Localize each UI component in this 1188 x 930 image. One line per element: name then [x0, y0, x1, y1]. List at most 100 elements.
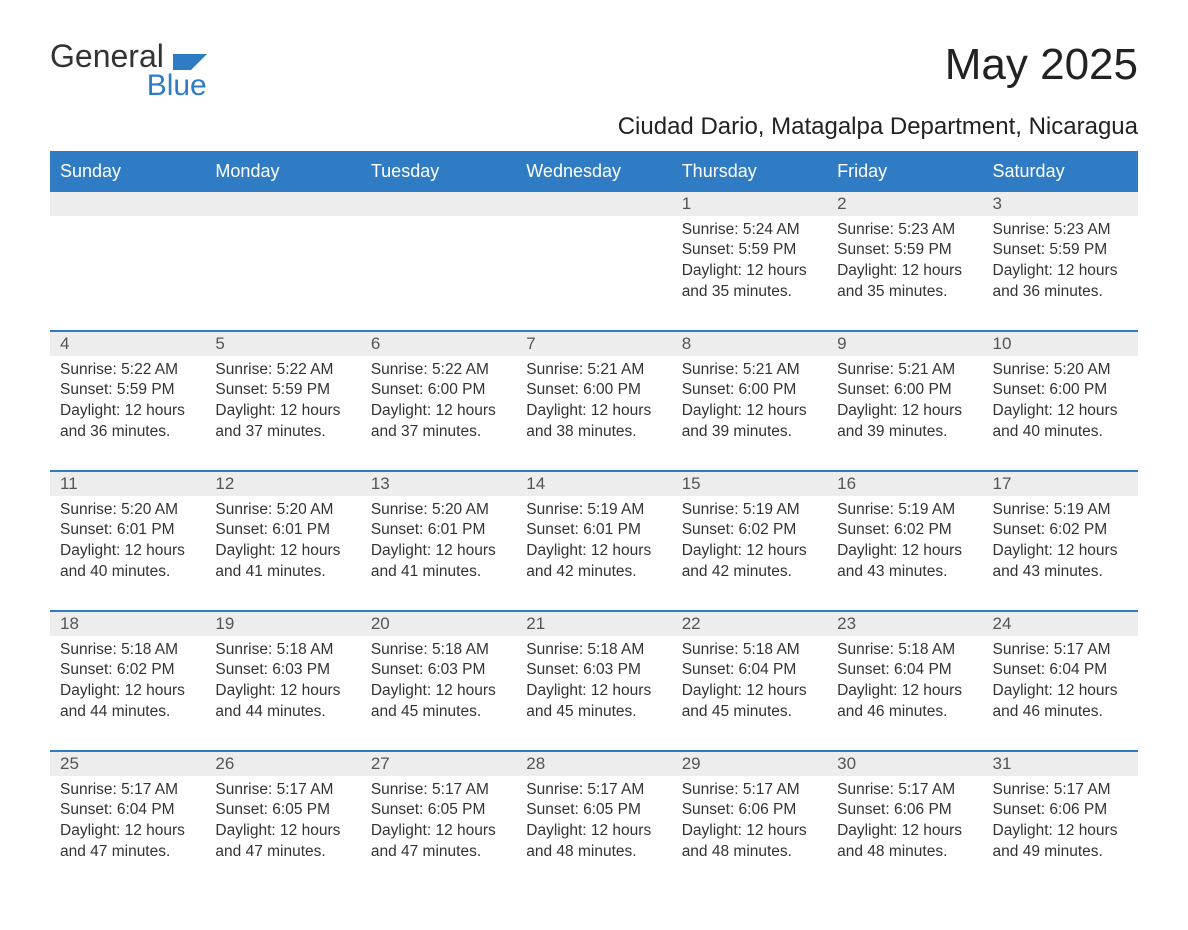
- day-number: 1: [672, 190, 827, 216]
- calendar-table: SundayMondayTuesdayWednesdayThursdayFrid…: [50, 151, 1138, 890]
- day-data: Sunrise: 5:22 AMSunset: 6:00 PMDaylight:…: [361, 356, 516, 452]
- calendar-cell: 18Sunrise: 5:18 AMSunset: 6:02 PMDayligh…: [50, 610, 205, 750]
- day-data: Sunrise: 5:18 AMSunset: 6:03 PMDaylight:…: [516, 636, 671, 732]
- weekday-header: Thursday: [672, 152, 827, 190]
- day-data: Sunrise: 5:22 AMSunset: 5:59 PMDaylight:…: [50, 356, 205, 452]
- day-number: 16: [827, 470, 982, 496]
- day-number: 24: [983, 610, 1138, 636]
- day-data: Sunrise: 5:19 AMSunset: 6:02 PMDaylight:…: [983, 496, 1138, 592]
- day-data: Sunrise: 5:19 AMSunset: 6:02 PMDaylight:…: [672, 496, 827, 592]
- calendar-cell: 21Sunrise: 5:18 AMSunset: 6:03 PMDayligh…: [516, 610, 671, 750]
- calendar-cell: 28Sunrise: 5:17 AMSunset: 6:05 PMDayligh…: [516, 750, 671, 890]
- calendar-cell: 23Sunrise: 5:18 AMSunset: 6:04 PMDayligh…: [827, 610, 982, 750]
- weekday-header: Tuesday: [361, 152, 516, 190]
- calendar-cell: 16Sunrise: 5:19 AMSunset: 6:02 PMDayligh…: [827, 470, 982, 610]
- calendar-cell: 12Sunrise: 5:20 AMSunset: 6:01 PMDayligh…: [205, 470, 360, 610]
- calendar-cell: [205, 190, 360, 330]
- calendar-cell: 4Sunrise: 5:22 AMSunset: 5:59 PMDaylight…: [50, 330, 205, 470]
- page-title: May 2025: [945, 40, 1138, 90]
- calendar-cell: 14Sunrise: 5:19 AMSunset: 6:01 PMDayligh…: [516, 470, 671, 610]
- day-data: Sunrise: 5:21 AMSunset: 6:00 PMDaylight:…: [516, 356, 671, 452]
- calendar-cell: 22Sunrise: 5:18 AMSunset: 6:04 PMDayligh…: [672, 610, 827, 750]
- logo-text-blue: Blue: [50, 71, 207, 101]
- day-number: 21: [516, 610, 671, 636]
- calendar-cell: 6Sunrise: 5:22 AMSunset: 6:00 PMDaylight…: [361, 330, 516, 470]
- day-number: 18: [50, 610, 205, 636]
- day-data: Sunrise: 5:23 AMSunset: 5:59 PMDaylight:…: [827, 216, 982, 312]
- calendar-cell: 25Sunrise: 5:17 AMSunset: 6:04 PMDayligh…: [50, 750, 205, 890]
- day-number: 14: [516, 470, 671, 496]
- day-number: [361, 190, 516, 216]
- day-data: Sunrise: 5:17 AMSunset: 6:04 PMDaylight:…: [50, 776, 205, 872]
- calendar-cell: 7Sunrise: 5:21 AMSunset: 6:00 PMDaylight…: [516, 330, 671, 470]
- weekday-header: Monday: [205, 152, 360, 190]
- day-number: 27: [361, 750, 516, 776]
- day-number: 9: [827, 330, 982, 356]
- day-number: 13: [361, 470, 516, 496]
- calendar-cell: 2Sunrise: 5:23 AMSunset: 5:59 PMDaylight…: [827, 190, 982, 330]
- day-number: 4: [50, 330, 205, 356]
- day-number: 8: [672, 330, 827, 356]
- day-number: 3: [983, 190, 1138, 216]
- calendar-cell: 10Sunrise: 5:20 AMSunset: 6:00 PMDayligh…: [983, 330, 1138, 470]
- day-data: Sunrise: 5:22 AMSunset: 5:59 PMDaylight:…: [205, 356, 360, 452]
- day-number: 22: [672, 610, 827, 636]
- day-number: 5: [205, 330, 360, 356]
- day-data: Sunrise: 5:20 AMSunset: 6:00 PMDaylight:…: [983, 356, 1138, 452]
- day-data: Sunrise: 5:20 AMSunset: 6:01 PMDaylight:…: [361, 496, 516, 592]
- calendar-cell: 11Sunrise: 5:20 AMSunset: 6:01 PMDayligh…: [50, 470, 205, 610]
- calendar-cell: 27Sunrise: 5:17 AMSunset: 6:05 PMDayligh…: [361, 750, 516, 890]
- day-data: Sunrise: 5:21 AMSunset: 6:00 PMDaylight:…: [827, 356, 982, 452]
- day-number: 28: [516, 750, 671, 776]
- day-data: Sunrise: 5:18 AMSunset: 6:04 PMDaylight:…: [827, 636, 982, 732]
- calendar-cell: 29Sunrise: 5:17 AMSunset: 6:06 PMDayligh…: [672, 750, 827, 890]
- calendar-cell: [516, 190, 671, 330]
- day-data: Sunrise: 5:18 AMSunset: 6:02 PMDaylight:…: [50, 636, 205, 732]
- calendar-cell: 3Sunrise: 5:23 AMSunset: 5:59 PMDaylight…: [983, 190, 1138, 330]
- day-data: Sunrise: 5:20 AMSunset: 6:01 PMDaylight:…: [205, 496, 360, 592]
- day-number: 23: [827, 610, 982, 636]
- weekday-header: Wednesday: [516, 152, 671, 190]
- calendar-cell: 26Sunrise: 5:17 AMSunset: 6:05 PMDayligh…: [205, 750, 360, 890]
- day-number: 7: [516, 330, 671, 356]
- day-data: Sunrise: 5:19 AMSunset: 6:02 PMDaylight:…: [827, 496, 982, 592]
- day-number: 2: [827, 190, 982, 216]
- day-data: Sunrise: 5:17 AMSunset: 6:04 PMDaylight:…: [983, 636, 1138, 732]
- day-data: Sunrise: 5:18 AMSunset: 6:04 PMDaylight:…: [672, 636, 827, 732]
- day-number: 26: [205, 750, 360, 776]
- calendar-cell: [50, 190, 205, 330]
- day-number: 20: [361, 610, 516, 636]
- day-data: Sunrise: 5:20 AMSunset: 6:01 PMDaylight:…: [50, 496, 205, 592]
- weekday-header: Saturday: [983, 152, 1138, 190]
- day-number: [50, 190, 205, 216]
- day-number: 12: [205, 470, 360, 496]
- day-number: 15: [672, 470, 827, 496]
- day-data: Sunrise: 5:19 AMSunset: 6:01 PMDaylight:…: [516, 496, 671, 592]
- day-number: [205, 190, 360, 216]
- calendar-cell: [361, 190, 516, 330]
- day-number: 10: [983, 330, 1138, 356]
- day-data: Sunrise: 5:18 AMSunset: 6:03 PMDaylight:…: [205, 636, 360, 732]
- day-number: [516, 190, 671, 216]
- day-data: Sunrise: 5:17 AMSunset: 6:06 PMDaylight:…: [827, 776, 982, 872]
- calendar-cell: 24Sunrise: 5:17 AMSunset: 6:04 PMDayligh…: [983, 610, 1138, 750]
- day-number: 11: [50, 470, 205, 496]
- weekday-header: Friday: [827, 152, 982, 190]
- day-data: Sunrise: 5:17 AMSunset: 6:05 PMDaylight:…: [516, 776, 671, 872]
- day-data: Sunrise: 5:24 AMSunset: 5:59 PMDaylight:…: [672, 216, 827, 312]
- calendar-cell: 17Sunrise: 5:19 AMSunset: 6:02 PMDayligh…: [983, 470, 1138, 610]
- logo: General Blue: [50, 40, 207, 101]
- calendar-cell: 31Sunrise: 5:17 AMSunset: 6:06 PMDayligh…: [983, 750, 1138, 890]
- calendar-cell: 8Sunrise: 5:21 AMSunset: 6:00 PMDaylight…: [672, 330, 827, 470]
- day-data: Sunrise: 5:17 AMSunset: 6:05 PMDaylight:…: [205, 776, 360, 872]
- day-data: Sunrise: 5:17 AMSunset: 6:05 PMDaylight:…: [361, 776, 516, 872]
- day-number: 6: [361, 330, 516, 356]
- day-number: 31: [983, 750, 1138, 776]
- day-number: 19: [205, 610, 360, 636]
- day-data: Sunrise: 5:21 AMSunset: 6:00 PMDaylight:…: [672, 356, 827, 452]
- calendar-cell: 5Sunrise: 5:22 AMSunset: 5:59 PMDaylight…: [205, 330, 360, 470]
- calendar-cell: 1Sunrise: 5:24 AMSunset: 5:59 PMDaylight…: [672, 190, 827, 330]
- calendar-cell: 13Sunrise: 5:20 AMSunset: 6:01 PMDayligh…: [361, 470, 516, 610]
- day-number: 17: [983, 470, 1138, 496]
- weekday-header: Sunday: [50, 152, 205, 190]
